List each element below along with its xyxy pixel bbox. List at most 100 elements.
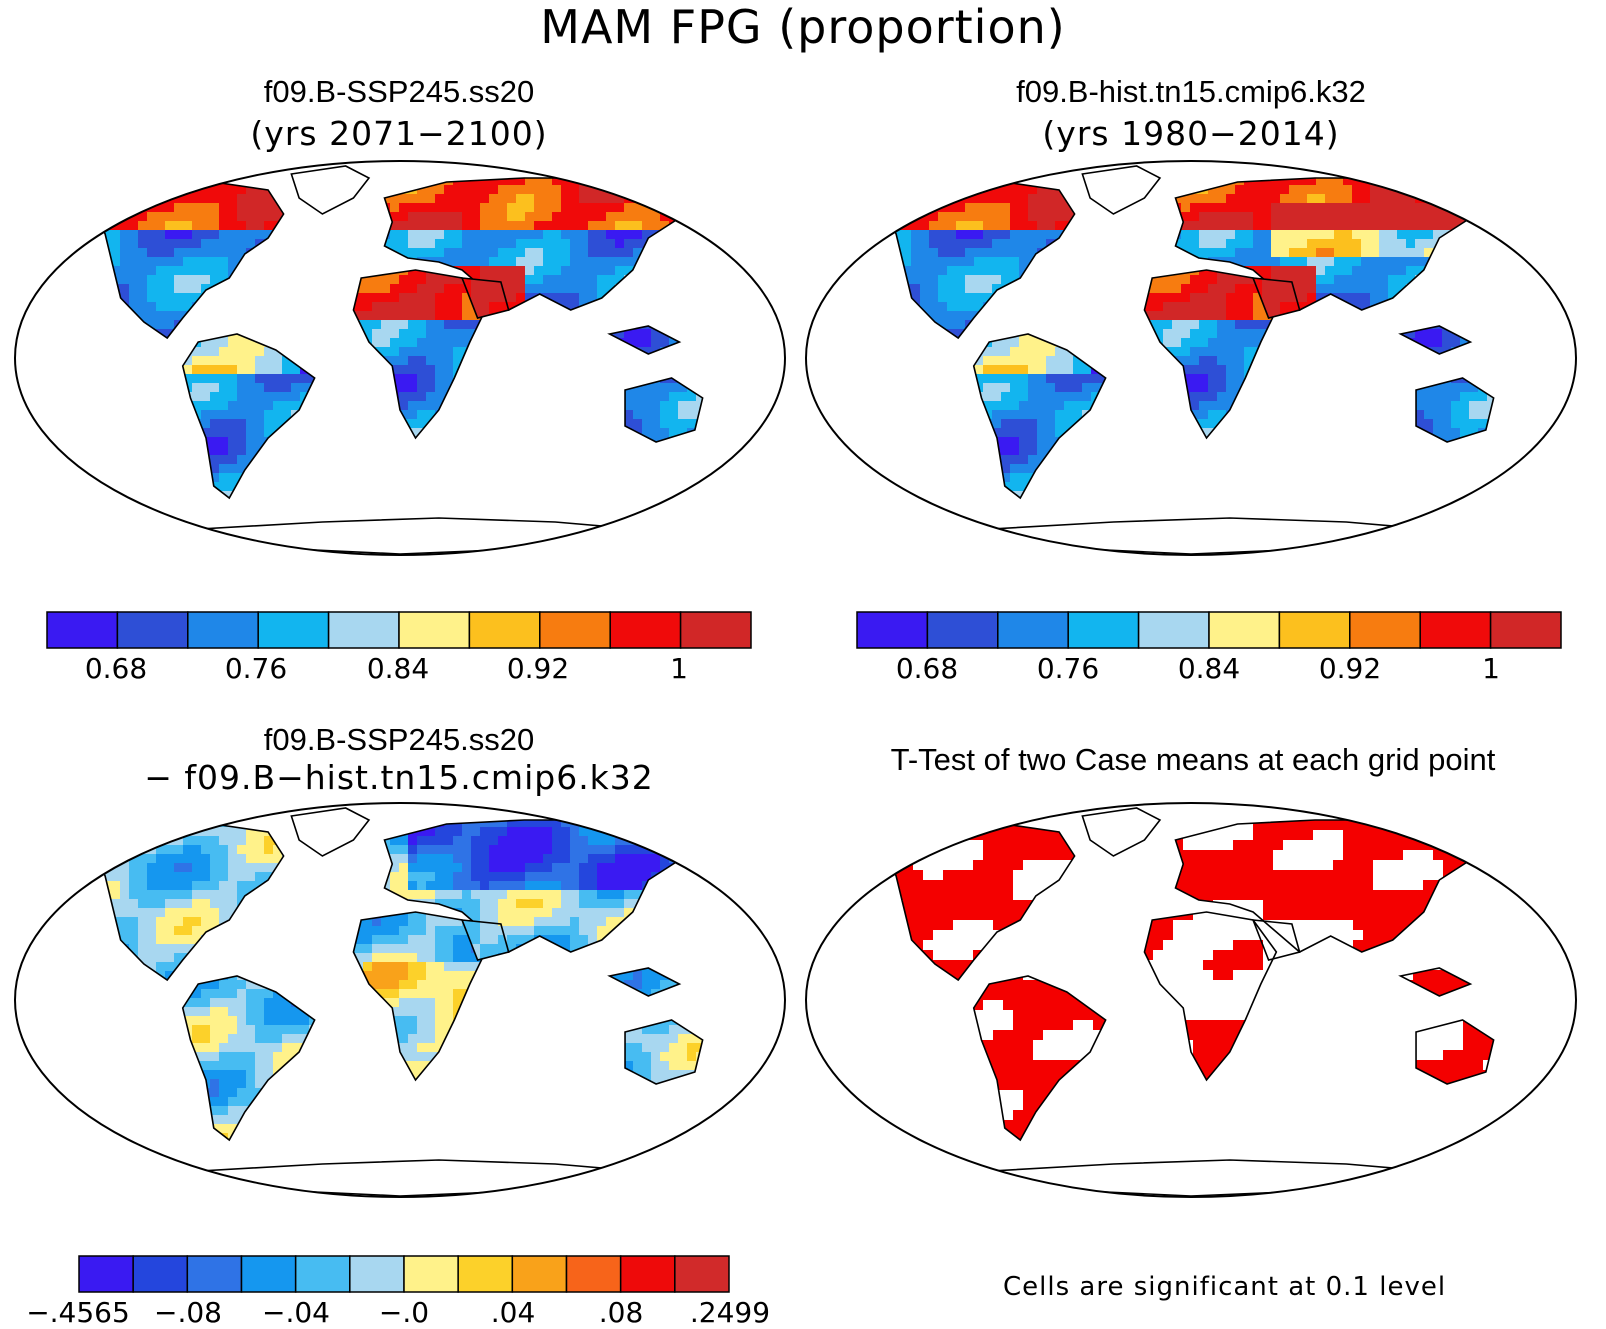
map-cell (750, 509, 760, 519)
map-cell (66, 554, 76, 558)
map-cell (732, 509, 742, 519)
map-cell (543, 545, 553, 555)
map-cell (246, 203, 256, 213)
map-cell (192, 545, 202, 555)
map-cell (192, 545, 202, 555)
map-cell (516, 554, 526, 558)
map-cell (75, 554, 85, 558)
map-cell (93, 167, 103, 177)
map-cell (705, 221, 715, 231)
map-cell (777, 464, 787, 474)
map-cell (75, 185, 85, 195)
map-cell (39, 185, 49, 195)
map-cell (759, 203, 769, 213)
map-cell (687, 545, 697, 555)
map-cell (606, 554, 616, 558)
map-cell (732, 221, 742, 231)
map-cell (777, 176, 787, 186)
map-cell (768, 158, 778, 168)
map-cell (786, 158, 788, 168)
map-cell (21, 437, 31, 447)
map-cell (93, 176, 103, 186)
map-cell (669, 185, 679, 195)
map-cell (30, 491, 40, 501)
map-cell (714, 527, 724, 537)
map-cell (192, 356, 202, 366)
map-cell (111, 194, 121, 204)
map-cell (21, 284, 31, 294)
map-cell (12, 536, 22, 546)
map-cell (75, 158, 85, 168)
map-cell (714, 473, 724, 483)
map-cell (210, 356, 220, 366)
map-cell (48, 176, 58, 186)
map-cell (30, 482, 40, 492)
map-cell (714, 509, 724, 519)
map-cell (66, 167, 76, 177)
map-cell (84, 176, 94, 186)
map-cell (768, 194, 778, 204)
map-cell (777, 446, 787, 456)
map-cell (39, 167, 49, 177)
map-cell (30, 464, 40, 474)
map-cell (165, 257, 175, 267)
map-cell (111, 239, 121, 249)
map-cell (210, 266, 220, 276)
map-cell (219, 194, 229, 204)
map-cell (201, 239, 211, 249)
map-cell (741, 527, 751, 537)
map-cell (21, 248, 31, 258)
map-cell (777, 248, 787, 258)
map-cell (30, 230, 40, 240)
map-cell (120, 518, 130, 528)
map-cell (156, 554, 166, 558)
map-cell (30, 221, 40, 231)
map-cell (147, 194, 157, 204)
map-cell (192, 176, 202, 186)
map-cell (138, 257, 148, 267)
map-cell (21, 293, 31, 303)
map-cell (777, 419, 787, 429)
map-cell (138, 509, 148, 519)
map-cell (66, 464, 76, 474)
map-cell (111, 509, 121, 519)
map-cell (111, 212, 121, 222)
map-cell (588, 536, 598, 546)
map-cell (219, 212, 229, 222)
map-cell (147, 545, 157, 555)
map-cell (786, 536, 788, 546)
map-cell (777, 167, 787, 177)
map-cell (21, 158, 31, 168)
map-cell (147, 176, 157, 186)
panel1-map (12, 158, 788, 558)
map-cell (606, 527, 616, 537)
map-cell (138, 239, 148, 249)
map-cell (777, 455, 787, 465)
map-cell (741, 176, 751, 186)
map-cell (615, 527, 625, 537)
map-cell (219, 356, 229, 366)
map-cell (21, 293, 31, 303)
map-cell (84, 482, 94, 492)
map-cell (201, 158, 211, 168)
map-cell (777, 230, 787, 240)
map-cell (786, 428, 788, 438)
map-cell (777, 518, 787, 528)
map-cell (786, 527, 788, 537)
map-cell (237, 221, 247, 231)
map-cell (57, 185, 67, 195)
map-cell (138, 266, 148, 276)
map-cell (21, 545, 31, 555)
map-cell (687, 500, 697, 510)
map-cell (57, 230, 67, 240)
map-cell (687, 509, 697, 519)
map-cell (183, 527, 193, 537)
map-cell (705, 194, 715, 204)
map-cell (93, 203, 103, 213)
map-cell (129, 158, 139, 168)
map-cell (12, 275, 22, 285)
map-cell (714, 230, 724, 240)
map-cell (120, 248, 130, 258)
map-cell (246, 158, 256, 168)
map-cell (759, 158, 769, 168)
